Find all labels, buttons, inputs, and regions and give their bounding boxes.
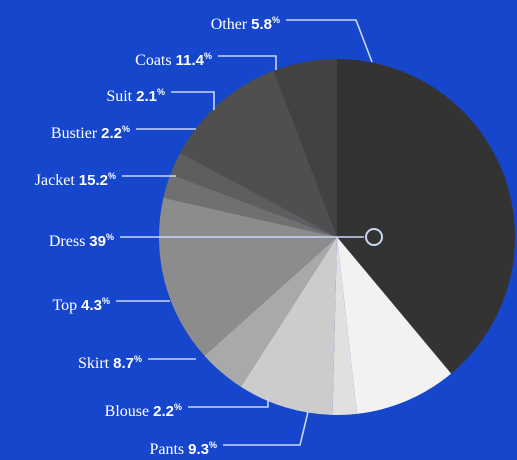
slice-label-name: Jacket [34,172,75,189]
slice-label-unit: % [101,296,110,306]
slice-label-value: 2.1 [136,88,157,105]
pie-slice-blouse [332,237,358,415]
leader-line-blouse [188,398,269,408]
slice-label-name: Skirt [78,355,110,372]
pie-slice-dress [337,59,515,374]
slice-label-value: 11.4 [175,52,204,69]
slice-label-name: Pants [149,441,185,458]
slice-label-bustier: Bustier 2.2% [51,119,130,144]
slice-label-value: 4.3 [81,297,102,314]
slice-label-dress: Dress 39% [49,227,114,252]
pie-slice-suit [170,152,337,237]
slice-label-name: Suit [106,88,133,105]
pie-slice-other [273,58,337,237]
slice-label-value: 15.2 [78,172,108,189]
slice-label-name: Top [52,297,78,314]
slice-label-jacket: Jacket 15.2% [35,166,116,191]
slice-label-other: Other 5.8% [211,10,280,35]
leader-line-suit [171,91,215,110]
slice-label-unit: % [208,440,217,450]
slice-label-value: 2.2 [101,125,122,142]
pie-slice-coats [180,70,337,237]
slice-label-value: 2.2 [153,403,174,420]
slice-label-skirt: Skirt 8.7% [78,349,142,374]
slice-label-unit: % [203,51,212,61]
slice-label-value: 8.7 [113,355,134,372]
slice-label-value: 9.3 [188,441,209,458]
pie-slice-pants [337,237,452,414]
slice-label-top: Top 4.3% [52,291,110,316]
slice-label-name: Bustier [50,125,98,142]
slice-label-blouse: Blouse 2.2% [105,397,182,422]
slice-label-unit: % [133,354,142,364]
slice-label-suit: Suit 2.1% [106,82,165,107]
leader-line-pants [223,411,309,446]
dress-leader-dot [365,228,383,246]
slice-label-name: Blouse [104,403,150,420]
slice-label-name: Dress [48,233,86,250]
slice-label-unit: % [105,232,114,242]
leader-line-coats [218,55,277,70]
slice-label-unit: % [156,87,165,97]
slice-label-value: 39 [89,233,106,250]
pie-slice-skirt [240,237,337,415]
leader-line-other [286,19,373,63]
slice-label-value: 5.8 [251,16,272,33]
slice-label-coats: Coats 11.4% [135,46,212,71]
slice-label-unit: % [121,124,130,134]
slice-label-unit: % [173,402,182,412]
slice-label-unit: % [271,15,280,25]
pie-slice-bustier [163,174,337,237]
slice-label-name: Other [210,16,248,33]
slice-label-pants: Pants 9.3% [149,435,217,460]
slice-label-name: Coats [135,52,172,69]
slice-label-unit: % [107,171,116,181]
pie-slice-top [204,237,337,387]
